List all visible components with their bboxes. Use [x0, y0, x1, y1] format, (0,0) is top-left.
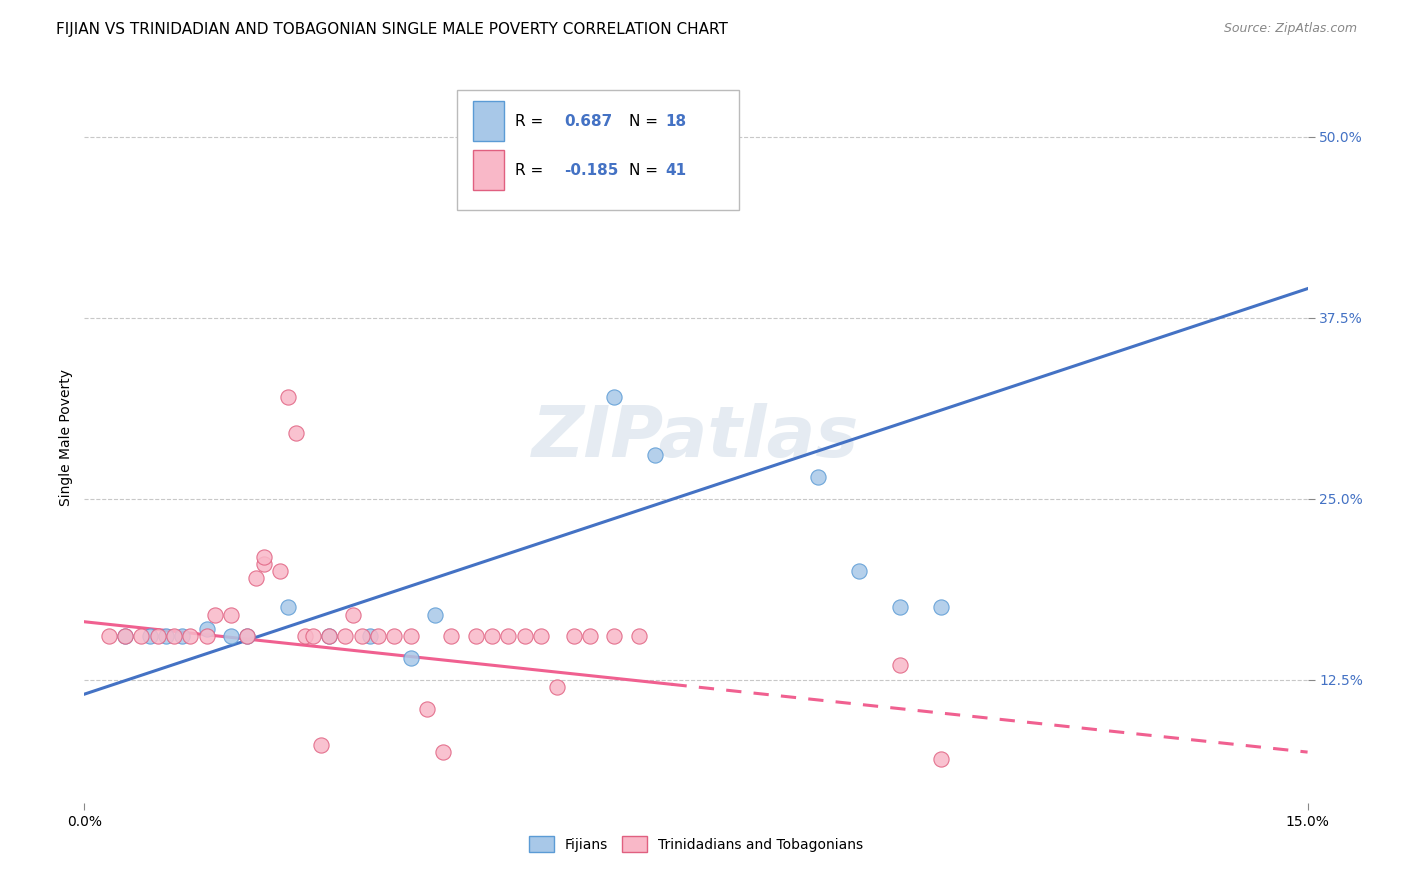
Point — [416, 701, 439, 715]
Text: 18: 18 — [665, 113, 686, 128]
Point — [562, 629, 585, 643]
Point — [277, 390, 299, 404]
Text: -0.185: -0.185 — [564, 162, 619, 178]
Text: R =: R = — [515, 162, 548, 178]
Text: N =: N = — [628, 162, 662, 178]
Point — [498, 629, 520, 643]
Point — [114, 629, 136, 643]
Point — [440, 629, 463, 643]
Text: 0.687: 0.687 — [564, 113, 612, 128]
Point — [807, 470, 830, 484]
Point — [432, 745, 454, 759]
Point — [627, 629, 650, 643]
Point — [269, 564, 291, 578]
Point — [889, 658, 911, 673]
Point — [253, 557, 276, 571]
Point — [530, 629, 553, 643]
Point — [309, 738, 332, 752]
Point — [350, 629, 373, 643]
Point — [146, 629, 169, 643]
Point — [318, 629, 340, 643]
Bar — [474, 101, 503, 141]
Point — [195, 629, 218, 643]
Point — [603, 390, 626, 404]
Point — [464, 629, 486, 643]
Legend: Fijians, Trinidadians and Tobagonians: Fijians, Trinidadians and Tobagonians — [523, 830, 869, 858]
Point — [399, 651, 422, 665]
Point — [335, 629, 357, 643]
Point — [603, 629, 626, 643]
Point — [285, 426, 308, 441]
FancyBboxPatch shape — [457, 90, 738, 211]
Point — [155, 629, 177, 643]
Point — [219, 629, 242, 643]
Point — [195, 622, 218, 636]
Text: Source: ZipAtlas.com: Source: ZipAtlas.com — [1223, 22, 1357, 36]
Point — [848, 564, 870, 578]
Point — [929, 600, 952, 615]
Text: N =: N = — [628, 113, 662, 128]
Point — [114, 629, 136, 643]
Point — [245, 571, 267, 585]
Point — [204, 607, 226, 622]
Point — [382, 629, 405, 643]
Point — [342, 607, 364, 622]
Text: R =: R = — [515, 113, 548, 128]
Point — [301, 629, 323, 643]
Text: 41: 41 — [665, 162, 686, 178]
Text: ZIPatlas: ZIPatlas — [533, 402, 859, 472]
Point — [367, 629, 389, 643]
Point — [163, 629, 186, 643]
Y-axis label: Single Male Poverty: Single Male Poverty — [59, 368, 73, 506]
Point — [513, 629, 536, 643]
Bar — [474, 150, 503, 190]
Point — [219, 607, 242, 622]
Point — [889, 600, 911, 615]
Point — [481, 629, 503, 643]
Point — [131, 629, 153, 643]
Point — [172, 629, 194, 643]
Point — [423, 607, 446, 622]
Point — [294, 629, 316, 643]
Point — [359, 629, 381, 643]
Text: FIJIAN VS TRINIDADIAN AND TOBAGONIAN SINGLE MALE POVERTY CORRELATION CHART: FIJIAN VS TRINIDADIAN AND TOBAGONIAN SIN… — [56, 22, 728, 37]
Point — [644, 448, 666, 462]
Point — [318, 629, 340, 643]
Point — [579, 629, 602, 643]
Point — [97, 629, 120, 643]
Point — [179, 629, 201, 643]
Point — [236, 629, 259, 643]
Point — [929, 752, 952, 766]
Point — [253, 549, 276, 564]
Point — [277, 600, 299, 615]
Point — [546, 680, 568, 694]
Point — [138, 629, 160, 643]
Point — [236, 629, 259, 643]
Point — [399, 629, 422, 643]
